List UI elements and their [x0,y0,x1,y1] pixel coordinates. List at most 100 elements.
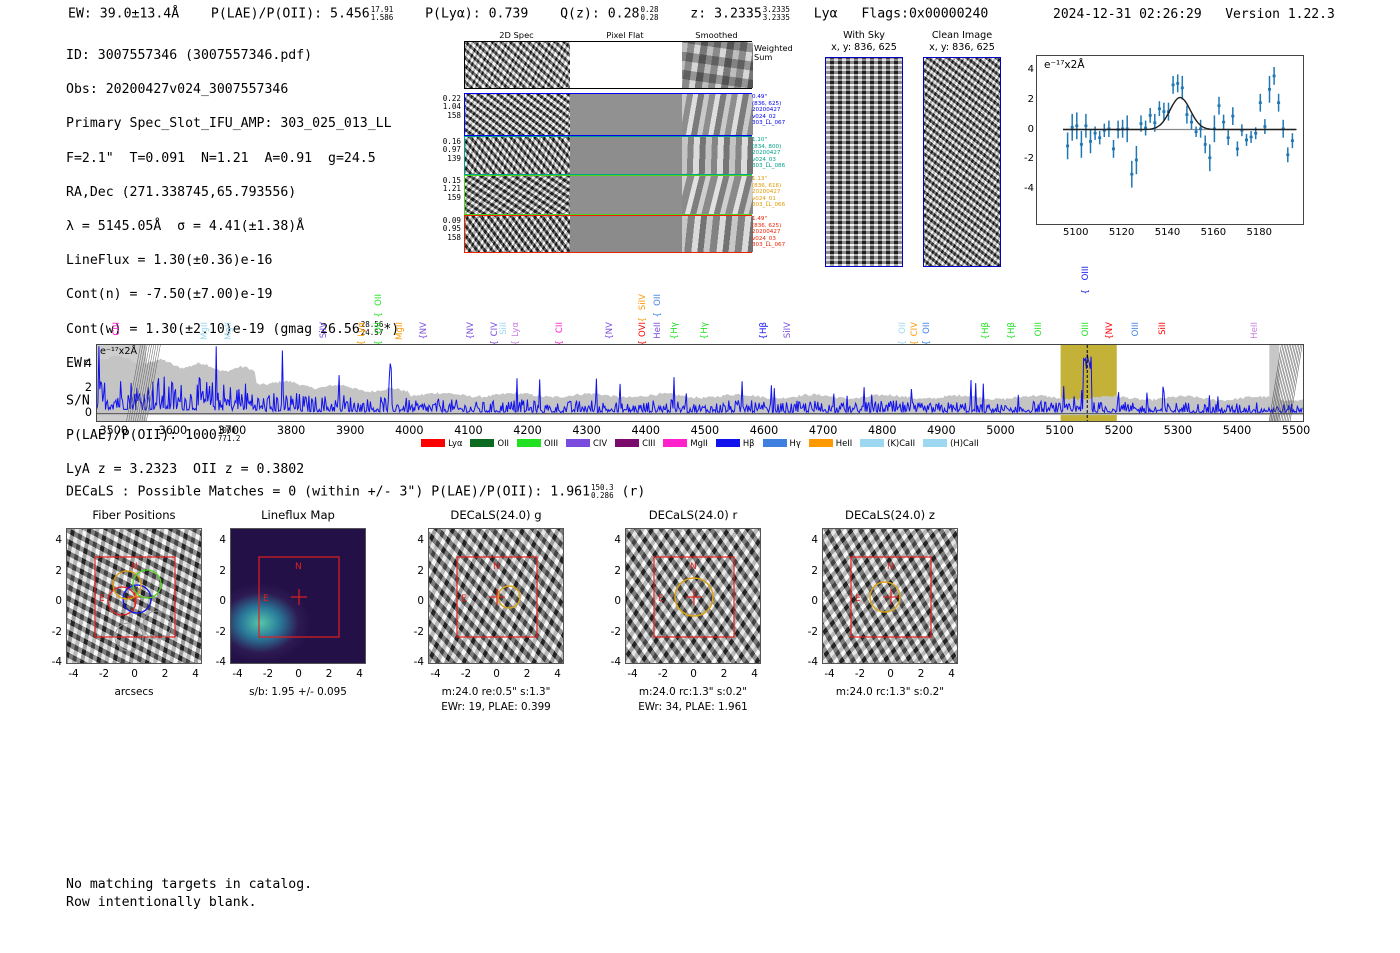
decals-ytick: 4 [55,534,62,546]
info-cont-w-lo: 24.57 [360,327,384,337]
decals-panel-title: DECaLS(24.0) r [648,508,738,522]
decals-panel-caption: m:24.0 re:0.5" s:1.3" [441,686,551,698]
fiber3-left-values: 0.15 1.21 159 [442,176,461,202]
decals-ytick: 2 [614,564,621,577]
emission-line-label: MgII [224,322,234,340]
decals-ytick: 2 [811,564,818,577]
fiber3-pixelflat-image [570,176,682,214]
with-sky-image [825,57,903,267]
decals-header-text: DECaLS : Possible Matches = 0 (within +/… [66,484,591,500]
header-z-lo: 3.2335 [762,12,790,22]
legend-swatch [808,439,833,447]
emission-line-label: NV [1104,322,1115,335]
legend-label: OII [497,438,510,448]
decals-xtick: 4 [554,668,561,680]
emission-line-label: CII [555,322,566,334]
decals-ytick: -2 [51,625,62,638]
full-spectrum-annotation: e⁻¹⁷x2Å [100,346,138,357]
emission-line-label: OIII [1033,322,1044,337]
decals-xtick: 4 [751,668,758,680]
fiber4-left-values: 0.09 0.95 158 [442,216,461,242]
decals-xtick: -4 [824,668,835,680]
decals-panel-overlay: NE [850,556,932,638]
svg-text:N: N [493,562,500,572]
spectrum-xtick: 4300 [572,424,601,437]
fiber2-2dspec-image [465,137,570,174]
svg-text:N: N [690,562,697,572]
spec2d-fiber-row-4 [464,215,753,253]
emission-line-label: CIV [909,322,920,337]
emission-line-bracket: { [1104,334,1115,340]
legend-label: CIII [642,438,656,448]
header-z: z: 3.2335 [690,6,762,22]
spectrum-xtick: 5200 [1104,424,1133,437]
svg-text:N: N [295,562,302,572]
legend-swatch [715,439,740,447]
emission-line-label: OII [652,294,663,306]
decals-header-lo: 0.286 [591,490,614,500]
decals-panel-title: Fiber Positions [92,508,176,522]
fiber1-left-values: 0.22 1.04 158 [442,94,461,120]
decals-panel-title: DECaLS(24.0) z [845,508,935,522]
emission-line-label: SiII [1158,322,1169,335]
zoom-chart-annotation: e⁻¹⁷x2Å [1044,59,1085,71]
decals-ytick: -4 [413,656,424,668]
fiber1-pixelflat-image [570,94,682,135]
decals-xtick: 4 [356,668,363,680]
emission-line-label: OIII [1131,322,1142,337]
decals-xtick: 2 [325,668,333,680]
emission-line-label: CIII [111,322,122,336]
legend-item: MgII [663,438,708,448]
with-sky-subtitle: x, y: 836, 625 [831,42,897,53]
decals-header-post: (r) [621,484,646,500]
legend-item: OII [470,438,509,448]
decals-xtick: 4 [948,668,955,680]
header-plae-hi: 17.91 [370,5,394,14]
decals-header: DECaLS : Possible Matches = 0 (within +/… [66,484,645,500]
legend-item: OIII [517,438,558,448]
weighted-sum-2dspec-image [465,42,570,88]
decals-header-hi: 150.3 [591,483,614,492]
legend-item: Hβ [715,438,755,448]
emission-line-label: OII [373,294,384,306]
decals-ytick: 0 [811,595,818,607]
fiber2-pixelflat-image [570,137,682,174]
legend-label: Hγ [789,438,801,448]
decals-panel-caption: arcsecs [114,686,154,698]
decals-ytick: 0 [614,595,621,607]
svg-text:E: E [855,594,861,604]
full-spectrum-axes [96,344,1304,422]
header-timestamp-version: 2024-12-31 02:26:29 Version 1.22.3 [1053,7,1335,22]
decals-panel-caption-2: EWr: 34, PLAE: 1.961 [638,701,748,713]
spectrum-ytick: 2 [84,381,92,395]
fiber2-smoothed-image [682,137,753,174]
spec2d-col-title-smoothed: Smoothed [695,30,738,40]
emission-line-bracket: { [1007,334,1018,340]
fiber3-2dspec-image [465,176,570,214]
zoom-xtick: 5160 [1200,227,1227,238]
info-obs: Obs: 20200427v024_3007557346 [66,82,289,98]
bottom-note: No matching targets in catalog. Row inte… [66,877,313,910]
header-datetime: 2024-12-31 02:26:29 [1053,7,1202,22]
spectrum-xtick: 3600 [158,424,188,437]
decals-ytick: 4 [614,534,621,546]
decals-ytick: -4 [807,656,818,668]
full-spectrum-chart: CIII{MgII{MgII{SiIV{Lyα{OII{OII{MgII{NV{… [85,266,1310,462]
header-qz-lo: 0.28 [640,12,659,22]
spectrum-xtick: 5100 [1045,424,1074,437]
legend-item: HeII [808,438,852,448]
emission-line-label: NV [466,322,477,335]
emission-line-bracket: { [419,334,430,340]
clean-image-image [923,57,1001,267]
spec2d-weighted-sum-row [464,41,753,89]
spectrum-xtick: 4000 [395,424,424,437]
info-redshifts: LyA z = 3.2323 OII z = 0.3802 [66,461,305,477]
two-d-spectrum-panels: 2D Spec Pixel Flat Smoothed Weighted Sum… [422,30,793,253]
info-cont-w-hi: 28.56 [360,319,384,329]
spectrum-xtick: 5400 [1222,424,1252,437]
